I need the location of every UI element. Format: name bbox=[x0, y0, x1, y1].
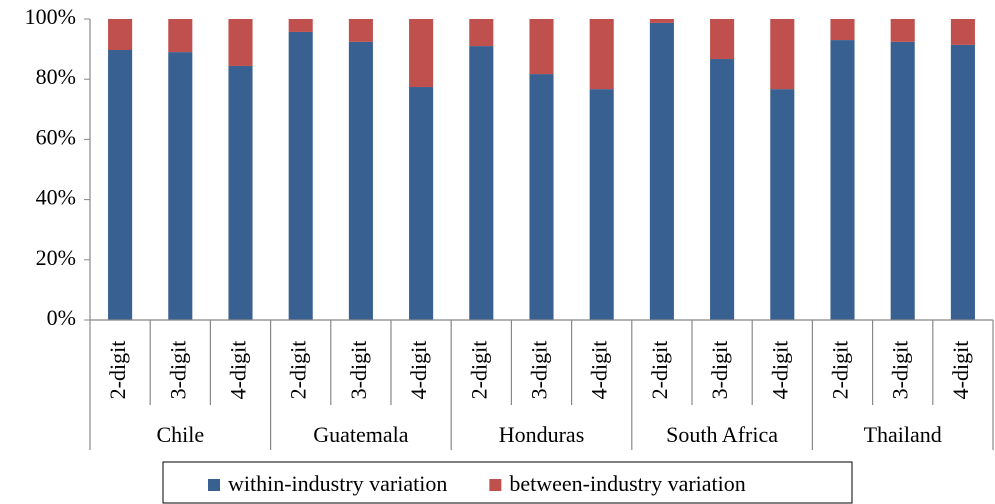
bar-segment bbox=[108, 19, 133, 51]
legend-label: between-industry variation bbox=[509, 471, 745, 496]
x-tick-label: 4-digit bbox=[226, 341, 251, 400]
x-tick-label: 3-digit bbox=[888, 341, 913, 400]
x-tick-label: 3-digit bbox=[346, 341, 371, 400]
x-tick-label: 3-digit bbox=[527, 341, 552, 400]
bar-segment bbox=[108, 50, 133, 321]
bar-segment bbox=[409, 87, 434, 320]
bar-segment bbox=[589, 89, 614, 321]
bar-segment bbox=[168, 19, 193, 53]
bar-segment bbox=[589, 19, 614, 90]
bar-segment bbox=[168, 52, 193, 321]
bar-segment bbox=[950, 19, 975, 45]
legend-swatch bbox=[489, 479, 502, 491]
bar-segment bbox=[288, 19, 313, 32]
x-tick-label: 2-digit bbox=[286, 341, 311, 400]
legend-swatch bbox=[208, 479, 220, 491]
bar-segment bbox=[890, 41, 915, 320]
bar-segment bbox=[830, 19, 855, 41]
bar-segment bbox=[710, 59, 735, 321]
bar-segment bbox=[830, 40, 855, 320]
group-label: Thailand bbox=[864, 422, 942, 447]
legend-label: within-industry variation bbox=[228, 471, 447, 496]
bar-segment bbox=[649, 22, 674, 321]
bar-segment bbox=[950, 44, 975, 321]
group-label: South Africa bbox=[666, 422, 778, 447]
x-tick-label: 2-digit bbox=[105, 341, 130, 400]
group-label: Honduras bbox=[499, 422, 585, 447]
bar-segment bbox=[348, 19, 373, 42]
bar-segment bbox=[770, 19, 795, 90]
bar-segment bbox=[348, 41, 373, 320]
group-label: Chile bbox=[156, 422, 204, 447]
y-tick-label: 40% bbox=[36, 185, 76, 210]
bar-segment bbox=[228, 19, 253, 66]
legend-box bbox=[162, 461, 853, 504]
bar-segment bbox=[770, 89, 795, 321]
bar-segment bbox=[288, 31, 313, 321]
x-tick-label: 3-digit bbox=[165, 341, 190, 400]
y-tick-label: 80% bbox=[36, 64, 76, 89]
y-tick-label: 60% bbox=[36, 124, 76, 149]
bar-segment bbox=[890, 19, 915, 42]
x-tick-label: 2-digit bbox=[466, 341, 491, 400]
bar-segment bbox=[649, 19, 674, 23]
x-tick-label: 4-digit bbox=[406, 341, 431, 400]
bar-segment bbox=[228, 65, 253, 321]
x-tick-label: 3-digit bbox=[707, 341, 732, 400]
bar-segment bbox=[529, 19, 554, 75]
y-tick-label: 100% bbox=[25, 4, 76, 29]
bar-segment bbox=[469, 46, 494, 321]
bar-segment bbox=[469, 19, 494, 47]
bar-segment bbox=[710, 19, 735, 60]
bar-segment bbox=[529, 74, 554, 320]
x-tick-label: 2-digit bbox=[647, 341, 672, 400]
x-tick-label: 2-digit bbox=[828, 341, 853, 400]
x-tick-label: 4-digit bbox=[587, 341, 612, 400]
x-tick-label: 4-digit bbox=[767, 341, 792, 400]
bar-segment bbox=[409, 19, 434, 88]
y-tick-label: 0% bbox=[47, 305, 76, 330]
x-tick-label: 4-digit bbox=[948, 341, 973, 400]
y-tick-label: 20% bbox=[36, 245, 76, 270]
group-label: Guatemala bbox=[313, 422, 409, 447]
